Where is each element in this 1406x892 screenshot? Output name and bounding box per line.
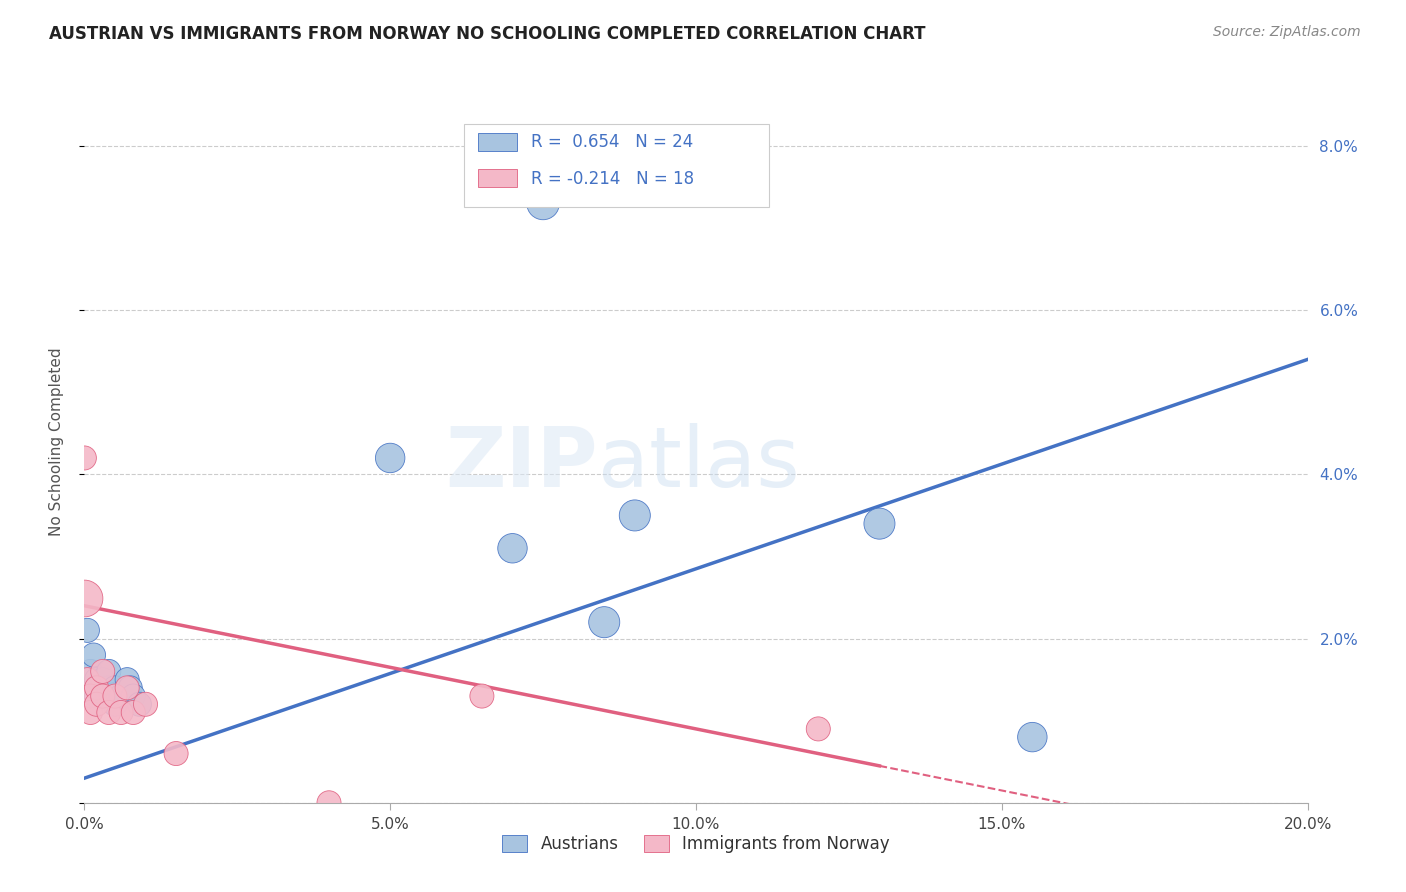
Point — [110, 689, 132, 703]
Point — [86, 689, 108, 703]
Point — [104, 698, 127, 712]
Point — [104, 689, 127, 703]
Point — [624, 508, 647, 523]
FancyBboxPatch shape — [464, 124, 769, 207]
Point — [83, 648, 105, 662]
Point — [135, 698, 157, 712]
Text: R =  0.654   N = 24: R = 0.654 N = 24 — [531, 134, 693, 152]
Point — [79, 706, 101, 720]
Text: ZIP: ZIP — [446, 423, 598, 504]
Point — [531, 196, 554, 211]
Point — [502, 541, 524, 556]
Point — [73, 450, 96, 465]
Point — [115, 681, 138, 695]
Point — [869, 516, 891, 531]
Point — [91, 689, 114, 703]
Point — [86, 698, 108, 712]
Point — [318, 796, 340, 810]
Legend: Austrians, Immigrants from Norway: Austrians, Immigrants from Norway — [496, 828, 896, 860]
Point — [86, 681, 108, 695]
Point — [807, 722, 830, 736]
FancyBboxPatch shape — [478, 169, 517, 187]
Point — [593, 615, 616, 630]
Point — [76, 624, 98, 638]
Point — [165, 747, 187, 761]
Text: AUSTRIAN VS IMMIGRANTS FROM NORWAY NO SCHOOLING COMPLETED CORRELATION CHART: AUSTRIAN VS IMMIGRANTS FROM NORWAY NO SC… — [49, 25, 925, 43]
Point — [91, 689, 114, 703]
Point — [471, 689, 494, 703]
Text: Source: ZipAtlas.com: Source: ZipAtlas.com — [1213, 25, 1361, 39]
Point — [91, 673, 114, 687]
Point — [122, 706, 145, 720]
Y-axis label: No Schooling Completed: No Schooling Completed — [49, 347, 63, 536]
Point — [97, 681, 120, 695]
Point — [122, 689, 145, 703]
Text: R = -0.214   N = 18: R = -0.214 N = 18 — [531, 169, 695, 187]
Point — [79, 681, 101, 695]
Point — [91, 665, 114, 679]
Point — [73, 591, 96, 605]
Point — [128, 698, 150, 712]
Point — [76, 673, 98, 687]
FancyBboxPatch shape — [478, 133, 517, 151]
Point — [120, 681, 142, 695]
Point — [97, 706, 120, 720]
Point — [115, 673, 138, 687]
Point — [79, 665, 101, 679]
Point — [97, 665, 120, 679]
Point — [380, 450, 402, 465]
Point — [79, 689, 101, 703]
Point — [1021, 730, 1043, 744]
Point — [104, 681, 127, 695]
Point — [110, 706, 132, 720]
Text: atlas: atlas — [598, 423, 800, 504]
Point — [86, 673, 108, 687]
